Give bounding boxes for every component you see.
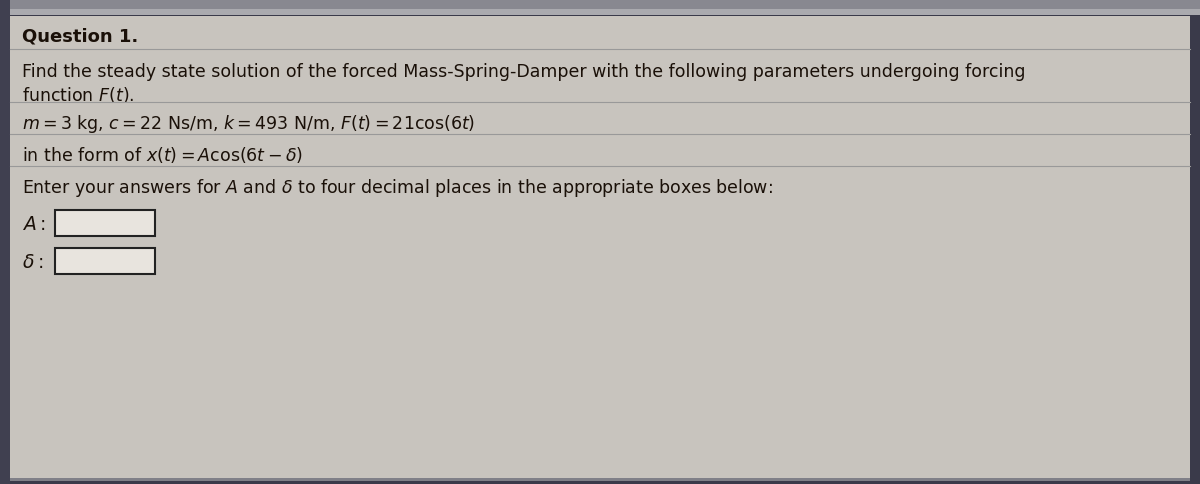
FancyBboxPatch shape [55,248,155,274]
Text: in the form of $x(t)=A\cos(6t-\delta)$: in the form of $x(t)=A\cos(6t-\delta)$ [22,145,302,165]
Text: function $F(t)$.: function $F(t)$. [22,85,134,105]
Text: Enter your answers for $A$ and $\delta$ to four decimal places in the appropriat: Enter your answers for $A$ and $\delta$ … [22,177,773,198]
Text: $\delta:$: $\delta:$ [22,253,43,272]
Text: Question 1.: Question 1. [22,28,138,46]
Bar [0,0,10,484]
Text: Find the steady state solution of the forced Mass-Spring-Damper with the followi: Find the steady state solution of the fo… [22,63,1026,81]
Text: $m=3$ kg, $c=22$ Ns/m, $k=493$ N/m, $F(t)=21\cos(6t)$: $m=3$ kg, $c=22$ Ns/m, $k=493$ N/m, $F(t… [22,113,475,135]
Bar [0,10,1200,16]
Text: $A:$: $A:$ [22,214,46,233]
Bar [10,478,1190,481]
Bar [0,0,1200,10]
FancyBboxPatch shape [55,211,155,237]
